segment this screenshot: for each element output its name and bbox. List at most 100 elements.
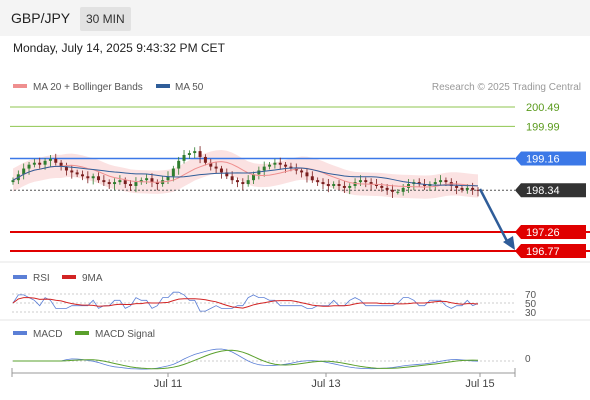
macd-signal-line xyxy=(13,349,479,370)
candle xyxy=(385,184,389,195)
level-tag-196.77: 196.77 xyxy=(515,244,586,258)
candle xyxy=(407,179,411,193)
candle xyxy=(476,187,480,197)
header-bar: GBP/JPY 30 MIN xyxy=(0,0,590,36)
candle xyxy=(262,161,266,177)
candle xyxy=(113,178,117,191)
level-label-199.99: 199.99 xyxy=(526,121,560,133)
candle xyxy=(97,172,101,183)
forecast-arrow xyxy=(478,188,515,250)
candle xyxy=(219,165,223,179)
candle xyxy=(460,185,464,193)
candle xyxy=(198,146,202,164)
candle xyxy=(48,155,52,167)
candle xyxy=(252,171,256,185)
candle xyxy=(123,177,127,188)
level-label-198.34: 198.34 xyxy=(526,185,560,197)
ma50-legend-label: MA 50 xyxy=(175,82,204,93)
candle xyxy=(145,174,149,185)
candle xyxy=(214,161,218,174)
candle xyxy=(342,180,346,193)
level-label-200.49: 200.49 xyxy=(526,102,560,114)
candle xyxy=(326,179,330,193)
chart-datetime: Monday, July 14, 2025 9:43:32 PM CET xyxy=(13,41,225,55)
rsi-ma-legend-swatch xyxy=(62,275,76,279)
timeframe-button[interactable]: 30 MIN xyxy=(80,7,131,31)
candle xyxy=(177,156,181,175)
candle xyxy=(390,184,394,198)
candle xyxy=(32,158,36,168)
candle xyxy=(193,147,197,159)
candle xyxy=(118,175,122,185)
candle xyxy=(182,149,186,164)
candle xyxy=(75,169,79,178)
candle xyxy=(150,173,154,188)
ma20-legend-swatch xyxy=(13,84,27,88)
rsi-level-50: 50 xyxy=(525,299,537,310)
level-tag-197.26: 197.26 xyxy=(515,225,586,240)
macd-legend-label: MACD xyxy=(33,329,62,340)
candle xyxy=(439,175,443,185)
level-tag-199.16: 199.16 xyxy=(515,151,586,166)
candle xyxy=(241,178,245,191)
candle xyxy=(102,175,106,186)
candle xyxy=(225,168,229,179)
candle xyxy=(134,177,138,193)
candle xyxy=(246,175,250,187)
candle xyxy=(91,173,95,185)
candle xyxy=(203,154,207,166)
candle xyxy=(364,177,368,188)
ma50-legend-swatch xyxy=(156,84,170,88)
x-tick-label: Jul 13 xyxy=(311,378,340,390)
candle xyxy=(155,179,159,191)
candle xyxy=(38,157,42,169)
rsi-level-30: 30 xyxy=(525,308,537,319)
candle xyxy=(64,162,68,176)
candle xyxy=(129,180,133,191)
rsi-level-70: 70 xyxy=(525,290,537,301)
macd-zero-label: 0 xyxy=(525,354,531,365)
candle xyxy=(59,160,63,171)
candle xyxy=(80,170,84,181)
level-label-196.77: 196.77 xyxy=(526,246,560,258)
ma20-legend-label: MA 20 + Bollinger Bands xyxy=(33,82,143,93)
candle xyxy=(316,177,320,186)
candle xyxy=(27,161,31,175)
macd-line xyxy=(13,348,479,370)
rsi-ma-line xyxy=(12,297,479,309)
candle xyxy=(284,161,288,173)
candle xyxy=(139,177,143,185)
level-label-199.16: 199.16 xyxy=(526,153,560,165)
candle xyxy=(310,171,314,183)
candle xyxy=(332,181,336,189)
candle xyxy=(374,179,378,189)
level-tag-198.34: 198.34 xyxy=(515,183,586,198)
level-label-197.26: 197.26 xyxy=(526,227,560,239)
candle xyxy=(417,178,421,187)
candle xyxy=(321,178,325,190)
rsi-legend-swatch xyxy=(13,275,27,279)
candle xyxy=(337,180,341,190)
candle xyxy=(187,150,191,159)
candle xyxy=(235,177,239,188)
candle xyxy=(11,177,15,185)
candle xyxy=(273,158,277,169)
macd-signal-legend-swatch xyxy=(75,331,89,335)
candle xyxy=(209,158,213,171)
candle xyxy=(278,157,282,170)
candle xyxy=(300,167,304,178)
symbol-title: GBP/JPY xyxy=(11,10,71,26)
candle xyxy=(433,178,437,191)
candle xyxy=(268,161,272,170)
candle xyxy=(166,171,170,185)
research-credit: Research © 2025 Trading Central xyxy=(432,82,581,93)
bollinger-band xyxy=(13,149,478,199)
candle xyxy=(86,171,90,184)
x-tick-label: Jul 15 xyxy=(465,378,494,390)
candle xyxy=(471,182,475,195)
candle xyxy=(396,189,400,195)
candle xyxy=(455,180,459,195)
candle xyxy=(348,183,352,195)
candle xyxy=(54,153,58,166)
